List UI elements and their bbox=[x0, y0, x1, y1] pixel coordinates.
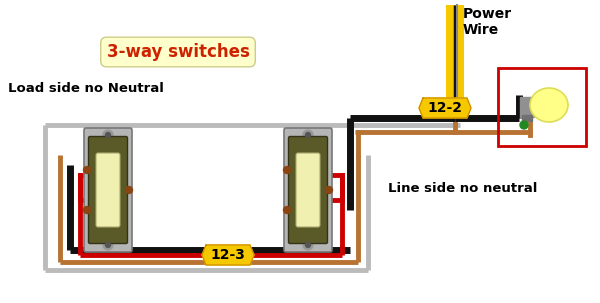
Circle shape bbox=[303, 240, 313, 250]
FancyBboxPatch shape bbox=[296, 153, 320, 227]
Ellipse shape bbox=[530, 88, 568, 122]
FancyBboxPatch shape bbox=[284, 128, 332, 252]
Bar bbox=[498, 68, 586, 146]
Circle shape bbox=[103, 130, 113, 140]
FancyBboxPatch shape bbox=[289, 136, 328, 244]
Circle shape bbox=[305, 242, 311, 248]
FancyBboxPatch shape bbox=[89, 136, 128, 244]
Bar bbox=[520, 97, 534, 117]
Circle shape bbox=[520, 121, 528, 129]
Polygon shape bbox=[202, 245, 254, 265]
Bar bbox=[522, 115, 532, 121]
Circle shape bbox=[83, 207, 91, 214]
Circle shape bbox=[303, 130, 313, 140]
Text: Power
Wire: Power Wire bbox=[463, 7, 512, 37]
Circle shape bbox=[325, 187, 332, 194]
FancyBboxPatch shape bbox=[96, 153, 120, 227]
Text: 12-3: 12-3 bbox=[211, 248, 245, 262]
Circle shape bbox=[125, 187, 133, 194]
Text: 12-2: 12-2 bbox=[427, 101, 463, 115]
Circle shape bbox=[103, 240, 113, 250]
Circle shape bbox=[106, 242, 110, 248]
Text: Line side no neutral: Line side no neutral bbox=[388, 181, 538, 195]
Circle shape bbox=[305, 132, 311, 138]
Text: Load side no Neutral: Load side no Neutral bbox=[8, 82, 164, 95]
Circle shape bbox=[284, 167, 290, 174]
Circle shape bbox=[106, 132, 110, 138]
Circle shape bbox=[284, 207, 290, 214]
Text: 3-way switches: 3-way switches bbox=[107, 43, 250, 61]
Circle shape bbox=[83, 167, 91, 174]
FancyBboxPatch shape bbox=[84, 128, 132, 252]
Polygon shape bbox=[419, 98, 471, 118]
